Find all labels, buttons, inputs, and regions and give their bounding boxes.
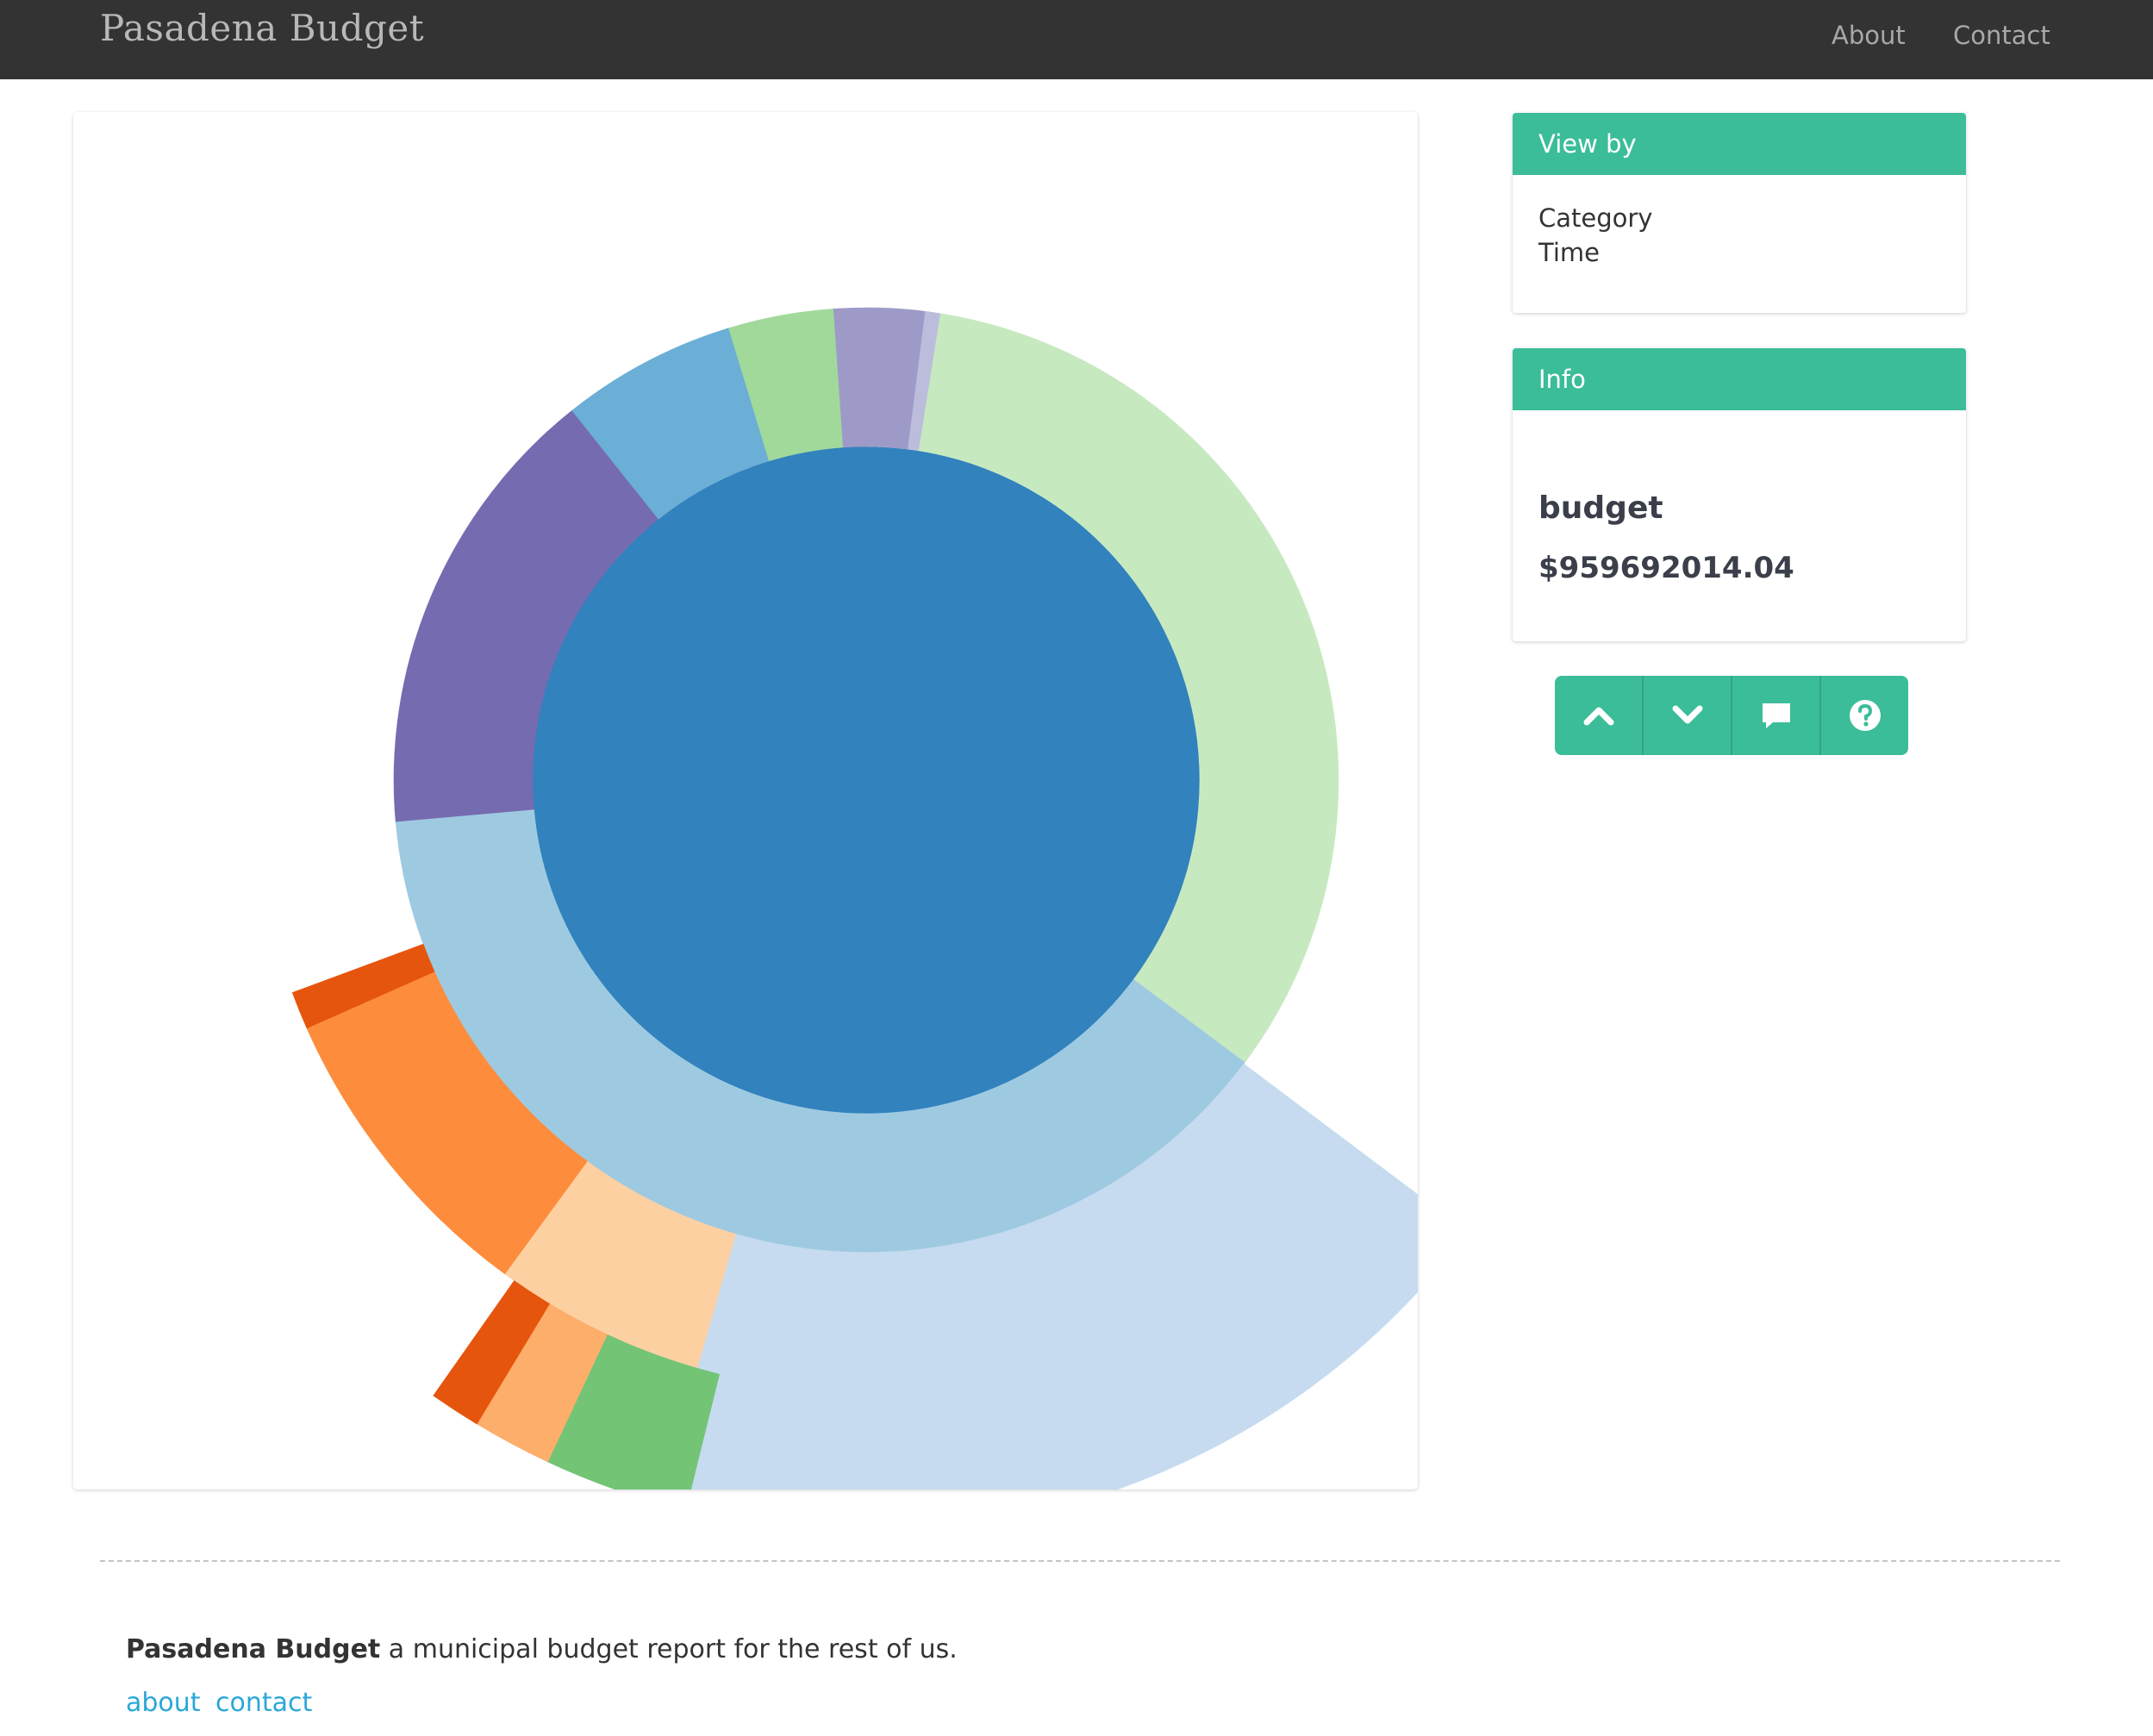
ring3-segment-1[interactable] <box>686 1147 1418 1489</box>
footer-contact-link[interactable]: contact <box>215 1688 313 1718</box>
view-by-category[interactable]: Category <box>1538 203 1653 233</box>
comment-button[interactable] <box>1732 676 1821 755</box>
view-by-header: View by <box>1513 113 1966 175</box>
ring2-segment-4[interactable] <box>291 943 435 1029</box>
nav-contact-link[interactable]: Contact <box>1953 21 2050 50</box>
ring1-segment-7[interactable] <box>908 310 941 452</box>
footer-brand: Pasadena Budget <box>126 1634 381 1664</box>
chart-controls <box>1555 676 1908 755</box>
view-by-time[interactable]: Time <box>1538 238 1600 267</box>
info-node-value: $959692014.04 <box>1538 551 1794 585</box>
view-by-panel: View by Category Time <box>1513 113 1966 313</box>
zoom-in-button[interactable] <box>1644 676 1732 755</box>
comment-icon <box>1762 703 1790 728</box>
info-panel: Info budget $959692014.04 <box>1513 348 1966 641</box>
sunburst-root[interactable] <box>533 446 1200 1114</box>
ring3-segment-4[interactable] <box>433 1280 551 1425</box>
sunburst-chart-card <box>73 112 1418 1489</box>
info-node-name: budget <box>1538 490 1663 526</box>
ring1-segment-3[interactable] <box>393 409 659 822</box>
chevron-up-icon <box>1583 707 1613 726</box>
zoom-out-button[interactable] <box>1555 676 1644 755</box>
sunburst-chart[interactable] <box>73 112 1418 1489</box>
footer-tagline-text: a municipal budget report for the rest o… <box>380 1634 958 1664</box>
help-button[interactable] <box>1821 676 1908 755</box>
chevron-down-icon <box>1672 705 1702 724</box>
nav-about-link[interactable]: About <box>1832 21 1906 50</box>
question-icon <box>1849 700 1881 731</box>
navbar: Pasadena Budget About Contact <box>0 0 2153 79</box>
footer-about-link[interactable]: about <box>126 1688 201 1718</box>
footer-tagline: Pasadena Budget a municipal budget repor… <box>126 1634 958 1664</box>
footer-divider <box>100 1560 2060 1562</box>
info-header: Info <box>1513 348 1966 410</box>
view-by-options: Category Time <box>1513 175 1966 270</box>
brand-logo[interactable]: Pasadena Budget <box>100 7 425 49</box>
ring1-segment-1[interactable] <box>865 307 1339 1064</box>
